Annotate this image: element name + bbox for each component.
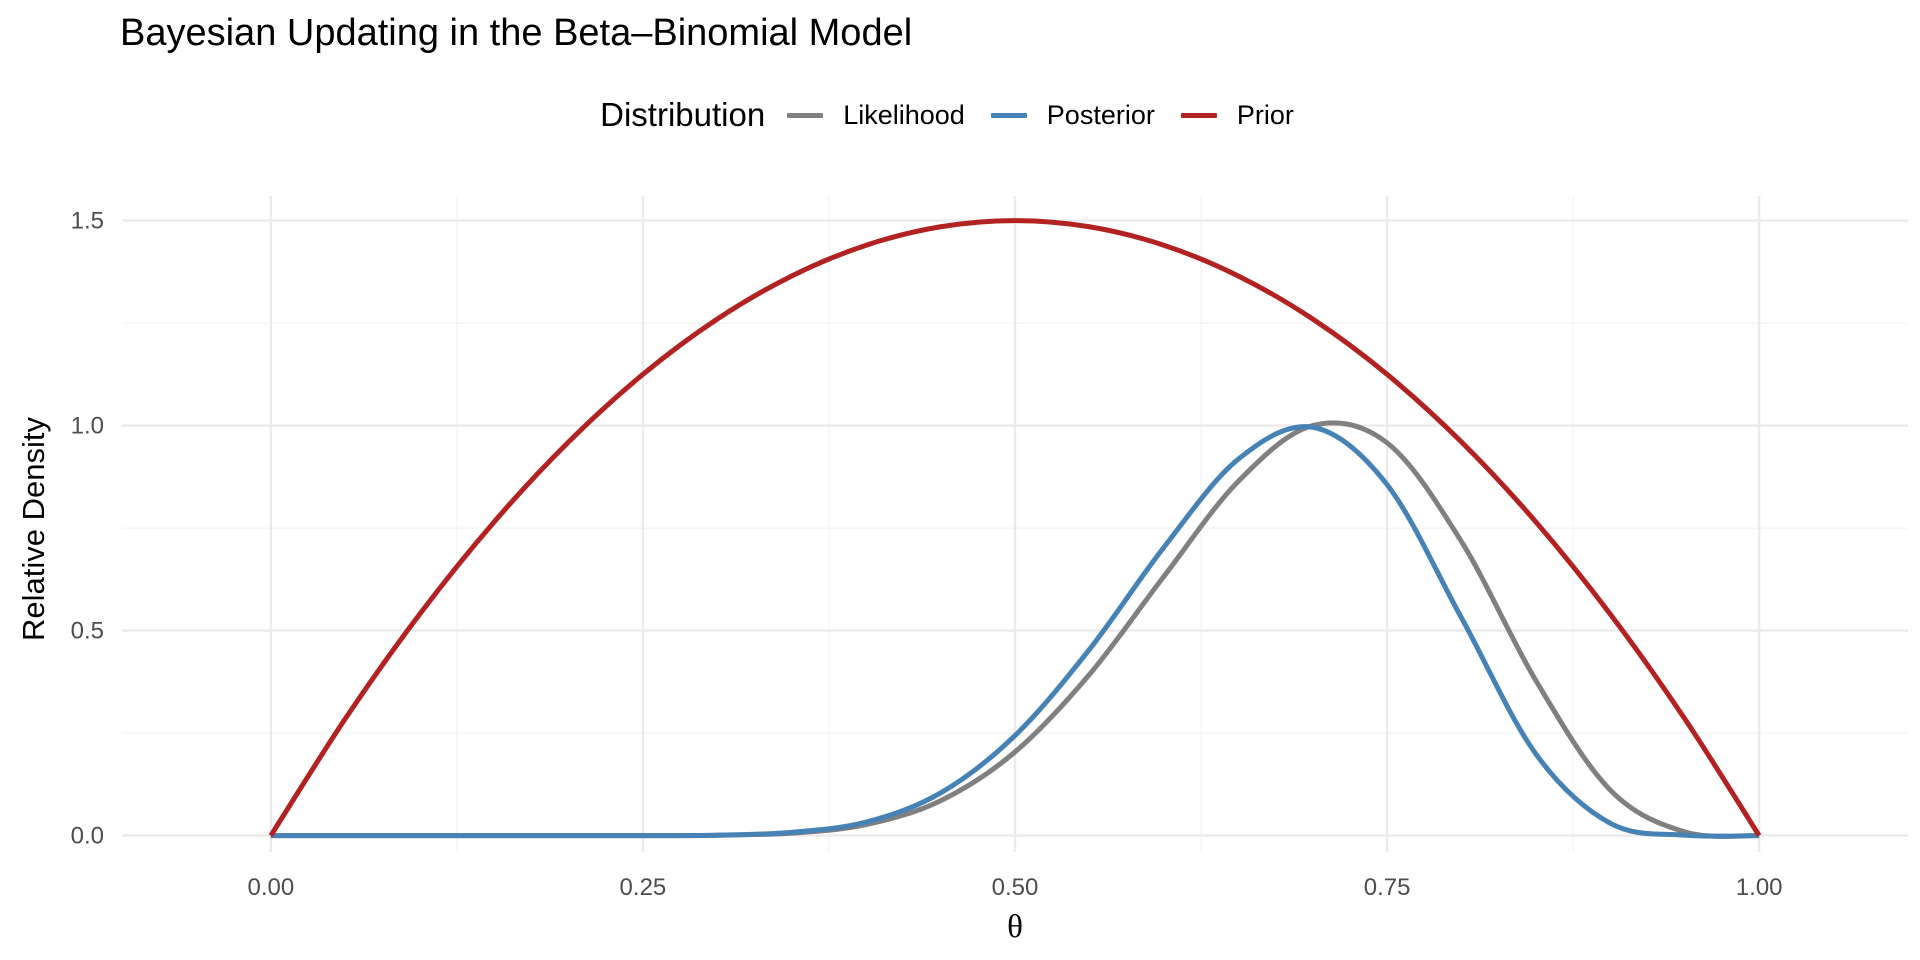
x-tick-label: 0.00 (247, 874, 294, 901)
x-tick-label: 1.00 (1736, 874, 1783, 901)
legend-title: Distribution (600, 96, 766, 133)
series-layer (268, 218, 1762, 839)
y-axis-title: Relative Density (16, 417, 51, 641)
tick-labels: 0.00 0.25 0.50 0.75 1.00 0.0 0.5 1.0 1.5 (71, 208, 1783, 901)
legend-label-likelihood: Likelihood (843, 99, 965, 130)
legend-item-likelihood: Likelihood (787, 100, 965, 131)
x-axis-title: θ (1007, 909, 1023, 945)
y-tick-label: 0.5 (71, 618, 104, 645)
series-line-prior (268, 218, 1762, 837)
x-tick-label: 0.50 (992, 874, 1039, 901)
series-line-posterior (270, 424, 1760, 839)
grid-major (122, 196, 1908, 852)
y-tick-label: 0.0 (71, 823, 104, 850)
legend-label-prior: Prior (1236, 99, 1294, 130)
legend: Distribution Likelihood Posterior Prior (0, 96, 1920, 134)
legend-key-prior (1180, 112, 1217, 118)
y-tick-label: 1.5 (71, 208, 104, 235)
legend-label-posterior: Posterior (1046, 99, 1155, 130)
legend-key-posterior (990, 112, 1027, 118)
legend-item-posterior: Posterior (990, 99, 1155, 131)
chart-title: Bayesian Updating in the Beta–Binomial M… (120, 12, 913, 54)
legend-key-likelihood (787, 112, 824, 118)
y-tick-label: 1.0 (71, 413, 104, 440)
x-tick-label: 0.75 (1364, 874, 1411, 901)
legend-item-prior: Prior (1180, 99, 1294, 131)
x-tick-label: 0.25 (620, 874, 667, 901)
